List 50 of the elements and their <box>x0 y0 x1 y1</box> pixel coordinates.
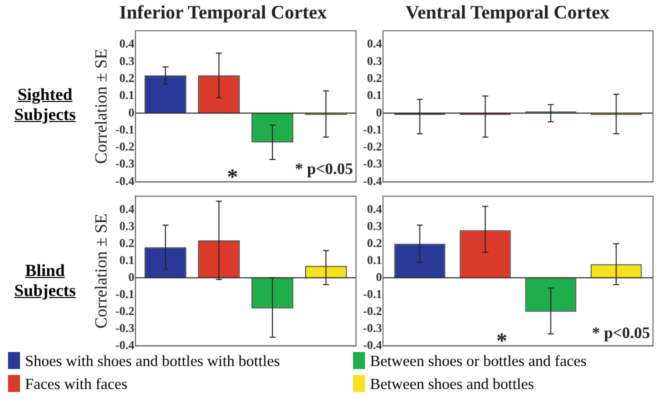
legend-label: Shoes with shoes and bottles with bottles <box>24 352 281 371</box>
chart-title: Ventral Temporal Cortex <box>405 2 610 24</box>
y-tick-label: 0 <box>128 270 134 284</box>
chart-title: Inferior Temporal Cortex <box>119 2 328 24</box>
annotation: * <box>496 328 508 353</box>
y-tick-label: -0.2 <box>115 304 134 318</box>
legend-label: Faces with faces <box>24 375 128 394</box>
y-tick-label: -0.1 <box>115 286 134 301</box>
y-tick-label: -0.4 <box>115 338 134 352</box>
y-tick-label: 0.2 <box>119 236 134 250</box>
y-tick-label: -0.2 <box>362 140 382 154</box>
legend-label: Between shoes and bottles <box>369 375 536 394</box>
y-tick-label: 0 <box>376 270 382 284</box>
y-tick-label: -0.3 <box>362 156 382 171</box>
y-tick-label: 0.3 <box>366 54 382 68</box>
y-tick-label: -0.2 <box>362 304 382 318</box>
y-tick-label: 0.2 <box>366 236 382 250</box>
y-axis-title: Correlation ± SE <box>92 213 111 329</box>
y-tick-label: 0.4 <box>119 36 134 51</box>
y-tick-label: 0.3 <box>119 54 134 68</box>
y-tick-label: -0.2 <box>115 140 134 154</box>
annotation: * p<0.05 <box>294 160 353 178</box>
text: Blind Subjects <box>13 261 77 301</box>
y-tick-label: -0.4 <box>362 174 382 188</box>
annotation: * <box>226 164 238 189</box>
y-tick-label: 0.4 <box>119 202 134 216</box>
y-tick-label: -0.1 <box>115 122 134 136</box>
y-tick-label: -0.3 <box>362 320 382 335</box>
y-tick-label: 0 <box>128 105 134 120</box>
y-tick-label: 0.1 <box>366 252 382 267</box>
y-tick-label: 0.1 <box>119 88 134 102</box>
y-tick-label: 0.3 <box>119 218 134 233</box>
y-tick-label: -0.4 <box>115 174 134 188</box>
y-tick-label: 0.1 <box>119 252 134 267</box>
y-axis-title: Correlation ± SE <box>92 48 111 164</box>
y-tick-label: -0.3 <box>115 156 134 171</box>
text: Sighted Subjects <box>13 85 77 125</box>
y-tick-label: 0.3 <box>366 218 382 233</box>
y-tick-label: -0.1 <box>362 122 382 136</box>
y-tick-label: 0.2 <box>119 70 134 85</box>
y-tick-label: 0.2 <box>366 70 382 85</box>
y-tick-label: 0.4 <box>366 202 382 216</box>
legend-label: Between shoes or bottles and faces <box>369 352 588 371</box>
y-tick-label: -0.3 <box>115 320 134 335</box>
y-tick-label: 0.4 <box>366 36 382 51</box>
y-tick-label: -0.4 <box>362 338 382 352</box>
annotation: * p<0.05 <box>592 324 650 342</box>
y-tick-label: -0.1 <box>362 286 382 301</box>
y-tick-label: 0 <box>376 105 382 120</box>
y-tick-label: 0.1 <box>366 88 382 102</box>
